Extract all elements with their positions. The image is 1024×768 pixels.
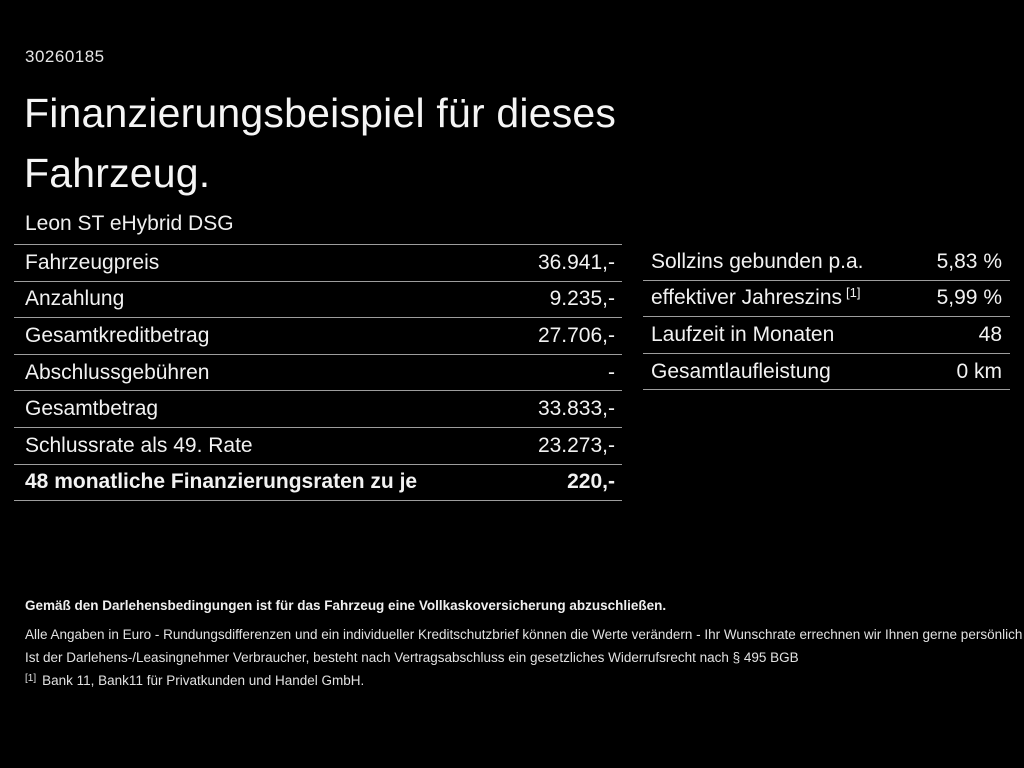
row-label: Sollzins gebunden p.a.: [651, 249, 864, 273]
row-value: 36.941,-: [537, 250, 615, 274]
footnote-ref-marker: [1]: [25, 673, 37, 684]
footnote-disclaimer-1: Alle Angaben in Euro - Rundungsdifferenz…: [25, 627, 1023, 642]
row-label: Abschlussgebühren: [25, 360, 210, 384]
conditions-table: Sollzins gebunden p.a. 5,83 % effektiver…: [643, 244, 1010, 391]
row-label: Gesamtbetrag: [25, 397, 159, 421]
finance-row-monatsrate: 48 monatliche Finanzierungsraten zu je 2…: [14, 465, 622, 502]
page-title: Finanzierungsbeispiel für dieses Fahrzeu…: [24, 83, 616, 203]
row-value: 33.833,-: [537, 397, 615, 421]
page-title-line1: Finanzierungsbeispiel für dieses: [24, 90, 617, 136]
finance-row-anzahlung: Anzahlung 9.235,-: [14, 282, 622, 319]
vehicle-name: Leon ST eHybrid DSG: [25, 212, 234, 235]
footnote-insurance: Gemäß den Darlehensbedingungen ist für d…: [25, 598, 667, 613]
row-value: 23.273,-: [537, 433, 615, 457]
row-value: 5,99 %: [936, 286, 1002, 310]
row-value: 220,-: [567, 470, 615, 494]
footnote-bank-reference: [1] Bank 11, Bank11 für Privatkunden und …: [25, 673, 364, 688]
finance-row-fahrzeugpreis: Fahrzeugpreis 36.941,-: [14, 245, 622, 282]
row-value: 0 km: [956, 359, 1002, 383]
row-value: 48: [978, 322, 1002, 346]
conditions-row-effektivzins: effektiver Jahreszins [1] 5,99 %: [643, 281, 1010, 318]
row-value: 9.235,-: [549, 287, 615, 311]
conditions-row-sollzins: Sollzins gebunden p.a. 5,83 %: [643, 244, 1010, 281]
row-label: Gesamtkreditbetrag: [25, 323, 210, 347]
finance-row-schlussrate: Schlussrate als 49. Rate 23.273,-: [14, 428, 622, 465]
row-label: Gesamtlaufleistung: [651, 359, 831, 383]
footnote-ref-text: Bank 11, Bank11 für Privatkunden und Han…: [42, 673, 365, 688]
row-value: 5,83 %: [936, 249, 1002, 273]
row-label: 48 monatliche Finanzierungsraten zu je: [25, 470, 418, 494]
row-label: Laufzeit in Monaten: [651, 322, 835, 346]
conditions-row-gesamtlaufleistung: Gesamtlaufleistung 0 km: [643, 354, 1010, 391]
row-label: effektiver Jahreszins [1]: [651, 285, 861, 310]
footnote-disclaimer-2: Ist der Darlehens-/Leasingnehmer Verbrau…: [25, 650, 799, 665]
footnote-superscript: [1]: [846, 285, 861, 301]
row-label: Anzahlung: [25, 287, 125, 311]
row-value: 27.706,-: [537, 323, 615, 347]
conditions-row-laufzeit: Laufzeit in Monaten 48: [643, 317, 1010, 354]
row-label: Schlussrate als 49. Rate: [25, 433, 253, 457]
row-value: -: [608, 360, 615, 384]
finance-row-gesamtkreditbetrag: Gesamtkreditbetrag 27.706,-: [14, 318, 622, 355]
finance-table: Fahrzeugpreis 36.941,- Anzahlung 9.235,-…: [14, 244, 622, 502]
document-id: 30260185: [25, 47, 105, 66]
row-label: Fahrzeugpreis: [25, 250, 160, 274]
finance-row-gesamtbetrag: Gesamtbetrag 33.833,-: [14, 391, 622, 428]
finance-row-abschlussgebuehren: Abschlussgebühren -: [14, 355, 622, 392]
page-title-line2: Fahrzeug.: [24, 150, 211, 196]
